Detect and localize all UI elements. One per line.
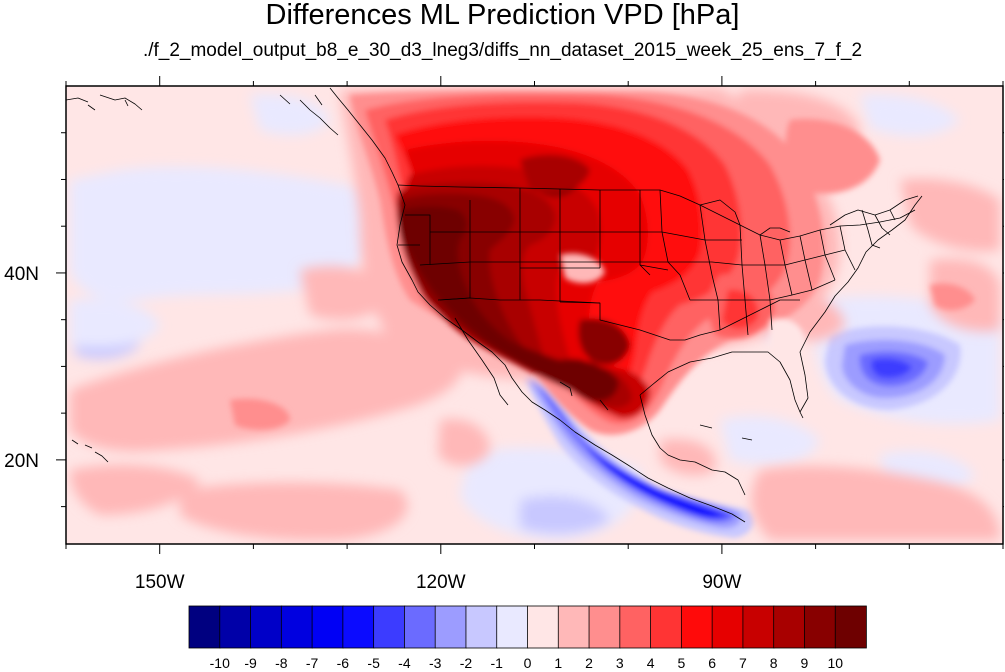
- colorbar: -10 -9 -8 -7 -6 -5 -4 -3 -2 -1 0 1 2 3 4 5 6 7 8 9 10: [188, 605, 867, 671]
- colorbar-swatch: [834, 605, 867, 649]
- colorbar-swatch: [280, 605, 313, 649]
- colorbar-level-label: 9: [801, 655, 809, 671]
- colorbar-level-label: -1: [491, 655, 504, 671]
- colorbar-level-label: 7: [739, 655, 747, 671]
- colorbar-level-label: 5: [677, 655, 685, 671]
- colorbar-swatch: [773, 605, 806, 649]
- colorbar-level-label: -9: [244, 655, 257, 671]
- colorbar-level-label: -2: [460, 655, 473, 671]
- colorbar-level-label: -6: [337, 655, 350, 671]
- colorbar-level-label: -4: [398, 655, 411, 671]
- x-tick-label-120w: 120W: [416, 572, 466, 593]
- colorbar-swatch: [496, 605, 529, 649]
- colorbar-swatch: [650, 605, 683, 649]
- colorbar-swatch: [557, 605, 590, 649]
- colorbar-level-label: 8: [770, 655, 778, 671]
- colorbar-swatch: [404, 605, 436, 649]
- colorbar-level-label: -8: [275, 655, 288, 671]
- colorbar-level-label: 6: [708, 655, 716, 671]
- colorbar-level-label: -5: [367, 655, 380, 671]
- colorbar-swatch: [188, 605, 221, 649]
- x-tick-label-90w: 90W: [702, 572, 741, 593]
- axis-tick-labels: 150W 120W 90W 20N 40N: [4, 264, 741, 593]
- x-tick-label-150w: 150W: [135, 572, 185, 593]
- colorbar-level-label: 4: [647, 655, 655, 671]
- y-tick-label-20n: 20N: [4, 451, 39, 472]
- colorbar-swatch: [680, 605, 713, 649]
- colorbar-swatch: [588, 605, 621, 649]
- colorbar-level-label: -7: [306, 655, 319, 671]
- colorbar-swatch: [219, 605, 252, 649]
- colorbar-level-label: 0: [524, 655, 532, 671]
- colorbar-swatch: [311, 605, 344, 649]
- colorbar-swatch: [527, 605, 560, 649]
- colorbar-level-label: 1: [554, 655, 562, 671]
- colorbar-swatch: [373, 605, 406, 649]
- colorbar-level-label: 10: [827, 655, 843, 671]
- coastlines-and-borders: [66, 87, 923, 523]
- colorbar-level-label: -3: [429, 655, 442, 671]
- colorbar-swatch: [250, 605, 283, 649]
- colorbar-level-label: 3: [616, 655, 624, 671]
- colorbar-swatch: [619, 605, 652, 649]
- map-title: Differences ML Prediction VPD [hPa]: [265, 0, 740, 31]
- map-subtitle: ./f_2_model_output_b8_e_30_d3_lneg3/diff…: [142, 40, 863, 61]
- contour-field: [66, 86, 1003, 544]
- axis-ticks: [56, 76, 1004, 554]
- colorbar-swatch: [742, 605, 775, 649]
- colorbar-swatch: [434, 605, 467, 649]
- colorbar-swatch: [711, 605, 744, 649]
- colorbar-swatch: [465, 605, 498, 649]
- colorbar-swatch: [804, 605, 837, 649]
- y-tick-label-40n: 40N: [4, 264, 39, 285]
- colorbar-level-label: 2: [585, 655, 593, 671]
- colorbar-level-label: -10: [210, 655, 230, 671]
- colorbar-swatch: [342, 605, 375, 649]
